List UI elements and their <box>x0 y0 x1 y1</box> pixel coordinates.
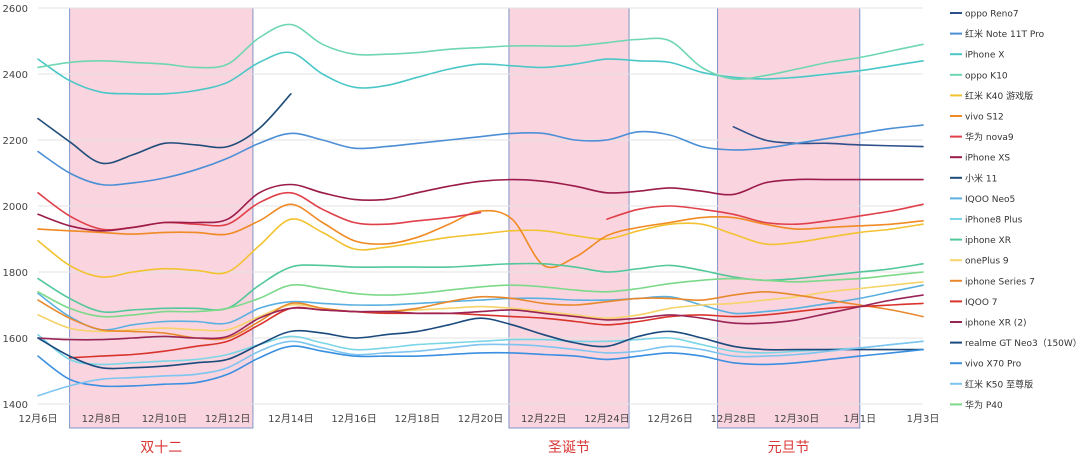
x-tick-5: 12月16日 <box>331 413 376 425</box>
x-tick-10: 12月26日 <box>647 413 692 425</box>
event-label-2: 元旦节 <box>768 440 810 456</box>
x-tick-1: 12月8日 <box>82 413 121 425</box>
event-label-1: 圣诞节 <box>548 440 590 456</box>
series-line-7 <box>606 203 924 226</box>
legend: oppo Reno7 红米 Note 11T Pro iPhone X oppo K1… <box>950 10 1080 411</box>
legend-label-3: oppo K10 <box>965 71 1008 81</box>
x-tick-12: 12月30日 <box>774 413 819 425</box>
legend-label-5: vivo S12 <box>965 113 1004 123</box>
series-lines <box>37 23 924 397</box>
series-line-0 <box>732 126 924 148</box>
event-label-0: 双十二 <box>140 440 182 456</box>
x-tick-11: 12月28日 <box>711 413 756 425</box>
x-tick-9: 12月24日 <box>584 413 629 425</box>
series-line-14 <box>37 291 924 341</box>
legend-label-17: realme GT Neo3（150W） <box>965 338 1080 349</box>
y-tick-2400: 2400 <box>3 70 28 81</box>
legend-label-4: 红米 K40 游戏版 <box>965 90 1033 102</box>
legend-label-12: iphone XR <box>965 236 1011 246</box>
series-line-10 <box>37 284 924 331</box>
series-line-3 <box>37 23 924 81</box>
y-axis-ticks: 1400 1600 1800 2000 2200 2400 2600 <box>3 4 28 411</box>
x-tick-4: 12月14日 <box>268 413 313 425</box>
series-line-13 <box>37 281 924 333</box>
legend-label-14: iphone Series 7 <box>965 277 1035 287</box>
series-line-8 <box>37 178 924 232</box>
x-tick-2: 12月10日 <box>142 413 187 425</box>
event-labels: 双十二 圣诞节 元旦节 <box>140 440 809 456</box>
y-tick-2200: 2200 <box>3 136 28 147</box>
y-tick-2000: 2000 <box>3 202 28 213</box>
x-tick-3: 12月12日 <box>205 413 250 425</box>
series-line-15 <box>68 302 924 359</box>
x-tick-6: 12月18日 <box>395 413 440 425</box>
series-line-5 <box>37 203 924 269</box>
series-line-17 <box>37 317 924 370</box>
x-tick-13: 1月1日 <box>843 413 876 425</box>
series-line-18 <box>37 345 924 388</box>
legend-label-2: iPhone X <box>965 51 1004 61</box>
x-tick-14: 1月3日 <box>907 413 940 425</box>
series-line-20 <box>37 271 924 318</box>
legend-label-18: vivo X70 Pro <box>965 360 1022 370</box>
x-axis-ticks: 12月6日 12月8日 12月10日 12月12日 12月14日 12月16日 12月18日… <box>18 413 939 425</box>
y-tick-1800: 1800 <box>3 268 28 279</box>
legend-label-0: oppo Reno7 <box>965 10 1019 20</box>
legend-label-8: iPhone XS <box>965 154 1010 164</box>
series-line-9 <box>37 93 292 165</box>
legend-label-13: onePlus 9 <box>965 257 1009 267</box>
legend-label-16: iphone XR (2) <box>965 319 1027 329</box>
legend-label-6: 华为 nova9 <box>965 131 1014 143</box>
legend-label-11: iPhone8 Plus <box>965 216 1023 226</box>
y-tick-1600: 1600 <box>3 334 28 345</box>
series-line-4 <box>37 218 924 278</box>
legend-label-20: 华为 P40 <box>965 399 1003 411</box>
x-tick-0: 12月6日 <box>18 413 57 425</box>
y-tick-1400: 1400 <box>3 400 28 411</box>
legend-label-1: 红米 Note 11T Pro <box>965 28 1045 40</box>
legend-label-15: IQOO 7 <box>965 298 998 308</box>
series-line-1 <box>37 124 924 186</box>
series-line-19 <box>37 340 924 397</box>
legend-label-10: IQOO Neo5 <box>965 195 1015 205</box>
y-tick-2600: 2600 <box>3 4 28 15</box>
x-tick-8: 12月22日 <box>521 413 566 425</box>
event-band-0 <box>69 7 254 429</box>
x-tick-7: 12月20日 <box>458 413 503 425</box>
series-line-11 <box>37 333 924 366</box>
legend-label-9: 小米 11 <box>965 172 997 184</box>
legend-label-19: 红米 K50 至尊版 <box>965 378 1033 390</box>
series-line-2 <box>37 51 924 95</box>
series-line-16 <box>37 294 924 341</box>
